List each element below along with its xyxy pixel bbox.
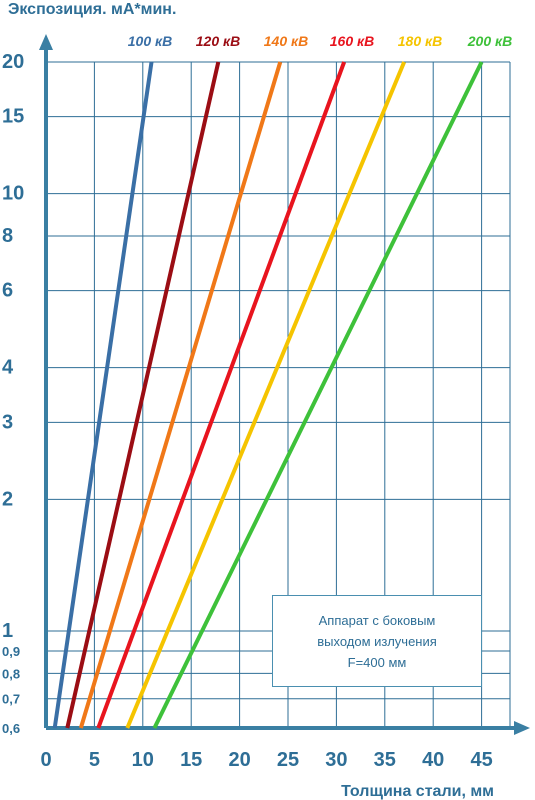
legend-label: 100 кВ xyxy=(128,33,172,49)
y-tick-label: 20 xyxy=(2,51,24,73)
x-axis-label: Толщина стали, мм xyxy=(341,783,494,800)
x-tick-label: 30 xyxy=(325,749,347,771)
y-tick-label: 3 xyxy=(2,411,13,433)
y-tick-label: 4 xyxy=(2,357,14,379)
series-line xyxy=(52,61,154,729)
y-tick-label: 10 xyxy=(2,183,24,205)
legend-label: 140 кВ xyxy=(264,33,308,49)
x-tick-label: 5 xyxy=(89,749,100,771)
legend-label: 120 кВ xyxy=(196,33,240,49)
chart-tick-labels: 20 15 10 8 6 4 3 2 1 0,9 0,8 0,7 0,6 0 5 10 15 20 25 30 35 40… xyxy=(2,51,493,771)
legend-label: 180 кВ xyxy=(398,33,442,49)
y-axis-arrow xyxy=(39,34,53,50)
y-tick-label: 0,6 xyxy=(2,721,20,736)
y-tick-label: 2 xyxy=(2,488,13,510)
x-tick-label: 0 xyxy=(40,749,51,771)
chart-axes xyxy=(39,34,530,735)
chart-series-lines xyxy=(52,61,484,729)
note-line-2: выходом излучения xyxy=(317,633,437,649)
series-line xyxy=(125,61,407,729)
legend-label: 200 кВ xyxy=(467,33,512,49)
x-axis-arrow xyxy=(514,721,530,735)
legend-label: 160 кВ xyxy=(330,33,374,49)
y-tick-label: 0,7 xyxy=(2,692,20,707)
x-tick-label: 25 xyxy=(277,749,299,771)
series-line xyxy=(65,61,221,729)
y-tick-label: 1 xyxy=(2,620,13,642)
series-line xyxy=(78,61,283,729)
series-line xyxy=(96,61,347,729)
note-box: Аппарат с боковым выходом излучения F=40… xyxy=(272,595,482,687)
y-tick-label: 8 xyxy=(2,225,13,247)
note-line-3: F=400 мм xyxy=(347,654,407,670)
y-axis-label: Экспозиция. мА*мин. xyxy=(8,1,176,18)
x-tick-label: 15 xyxy=(180,749,202,771)
x-tick-label: 35 xyxy=(374,749,396,771)
y-tick-label: 15 xyxy=(2,106,24,128)
x-tick-label: 10 xyxy=(132,749,154,771)
x-tick-label: 45 xyxy=(470,749,492,771)
y-tick-label: 6 xyxy=(2,280,13,302)
x-tick-label: 20 xyxy=(228,749,250,771)
chart-legend: 100 кВ 120 кВ 140 кВ 160 кВ 180 кВ 200 кВ xyxy=(128,33,512,49)
series-line xyxy=(152,61,484,729)
y-tick-label: 0,9 xyxy=(2,644,20,659)
note-line-1: Аппарат с боковым xyxy=(318,612,436,628)
y-tick-label: 0,8 xyxy=(2,666,20,681)
x-tick-label: 40 xyxy=(422,749,444,771)
